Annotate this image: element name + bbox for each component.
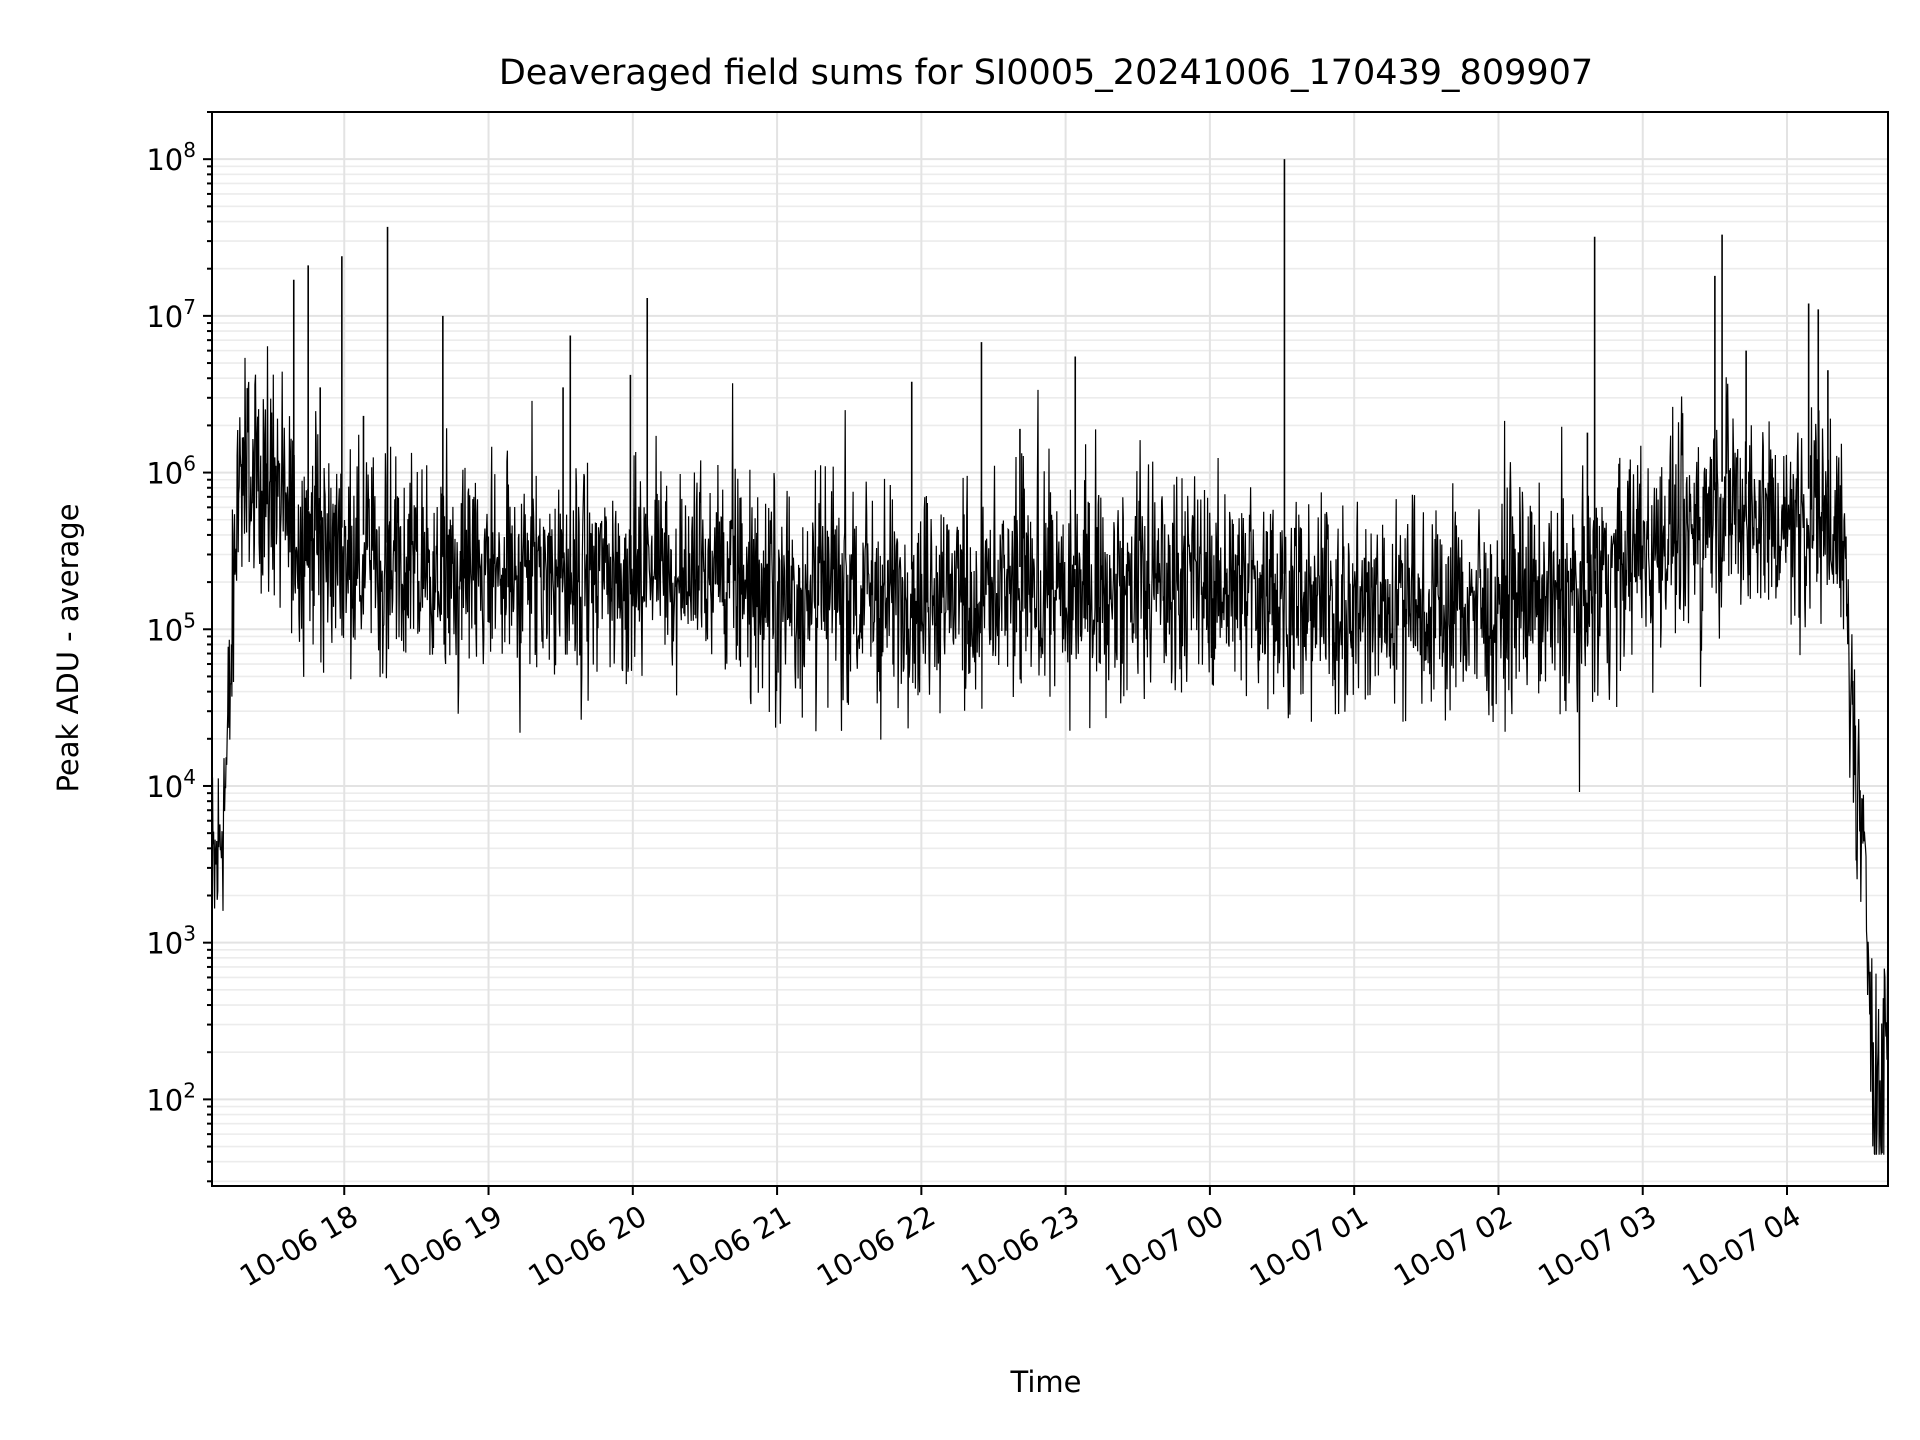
x-tick-label: 10-07 02 — [1388, 1199, 1518, 1294]
chart-title: Deaveraged field sums for SI0005_2024100… — [499, 53, 1593, 93]
y-tick-label: 106 — [146, 452, 196, 491]
x-tick-label: 10-06 18 — [234, 1199, 364, 1294]
y-axis-label: Peak ADU - average — [51, 503, 85, 792]
x-tick-label: 10-06 22 — [811, 1199, 941, 1294]
y-tick-label: 108 — [146, 138, 196, 177]
x-tick-label: 10-06 23 — [955, 1199, 1085, 1294]
x-tick-label: 10-06 21 — [667, 1199, 797, 1294]
y-tick-label: 104 — [146, 765, 196, 804]
x-tick-label: 10-06 20 — [522, 1199, 652, 1294]
series-layer — [211, 159, 1889, 1155]
x-axis-label: Time — [1010, 1365, 1082, 1399]
x-tick-label: 10-07 03 — [1532, 1199, 1662, 1294]
series-line — [211, 346, 1889, 1155]
y-axis-ticks: 102 103 104 105 106 107 108 — [146, 111, 212, 1183]
x-tick-label: 10-07 00 — [1099, 1199, 1229, 1294]
x-tick-label: 10-06 19 — [378, 1199, 508, 1294]
y-tick-label: 105 — [146, 608, 196, 647]
x-tick-label: 10-07 04 — [1677, 1199, 1807, 1294]
y-tick-label: 102 — [146, 1078, 196, 1117]
x-tick-label: 10-07 01 — [1244, 1199, 1374, 1294]
x-axis-ticks: 10-06 18 10-06 19 10-06 20 10-06 21 10-06 22… — [234, 1186, 1807, 1293]
y-tick-label: 107 — [146, 295, 196, 334]
plot-frame — [211, 111, 1889, 1187]
y-tick-label: 103 — [146, 922, 196, 961]
